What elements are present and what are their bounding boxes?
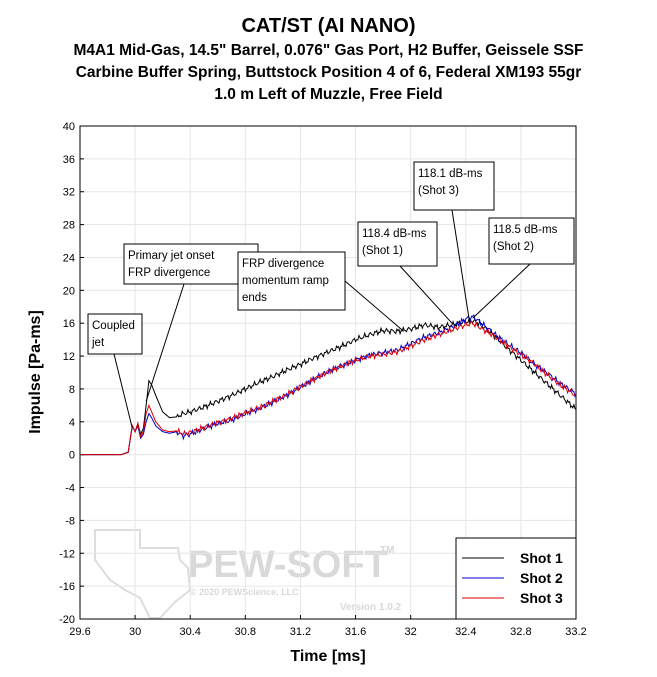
x-axis-title: Time [ms]: [290, 648, 365, 665]
annotation-text-coupled: Coupled: [92, 320, 135, 332]
legend-label-shot-2: Shot 2: [520, 570, 563, 586]
y-tick-label: 32: [63, 187, 75, 199]
annotation-text-primary: Primary jet onset: [128, 250, 215, 262]
y-tick-label: -4: [65, 483, 75, 495]
annotation-text-s2: 118.5 dB-ms: [493, 224, 558, 236]
x-tick-label: 30: [129, 626, 141, 638]
y-tick-label: 0: [69, 450, 75, 462]
x-tick-label: 29.6: [69, 626, 90, 638]
annotation-box-coupled: [87, 313, 143, 355]
chart-subtitle-line-3: 1.0 m Left of Muzzle, Free Field: [214, 86, 442, 103]
x-tick-label: 33.2: [565, 626, 586, 638]
annotation-text-frp: ends: [242, 292, 267, 304]
chart-subtitle-line-1: M4A1 Mid-Gas, 14.5" Barrel, 0.076" Gas P…: [73, 42, 583, 59]
annotation-text-s1: 118.4 dB-ms: [362, 228, 427, 240]
y-tick-label: 36: [63, 154, 75, 166]
chart-title: CAT/ST (AI NANO): [241, 15, 415, 37]
annotation-text-s1: (Shot 1): [362, 245, 403, 257]
y-tick-label: 20: [63, 285, 75, 297]
x-tick-label: 32: [405, 626, 417, 638]
texas-outline-icon: [94, 529, 192, 619]
plot-border: [79, 125, 577, 620]
annotation-box-frp: [237, 251, 346, 311]
y-tick-label: -20: [59, 614, 75, 626]
y-tick-label: -12: [59, 548, 75, 560]
annotations: Coupled jet Primary jet onset FRP divergenc…: [87, 161, 575, 429]
annotation-box-s2: [488, 217, 575, 265]
y-tick-label: 16: [63, 318, 75, 330]
annotation-box-primary: [123, 243, 259, 285]
annotation-leader-coupled: [113, 353, 133, 429]
y-tick-label: 4: [69, 417, 75, 429]
axis-ticks: 29.6 30 30.4 30.8 31.2 31.6 32 32.4 32.8 33.2 -20 -…: [59, 121, 587, 638]
watermark: PEW-SOFT TM © 2020 PEWScience, LLC Versi…: [94, 529, 402, 619]
legend: Shot 1 Shot 2 Shot 3: [455, 537, 577, 620]
y-tick-label: 8: [69, 384, 75, 396]
y-tick-label: 28: [63, 220, 75, 232]
chart-subtitle-line-2: Carbine Buffer Spring, Buttstock Positio…: [76, 64, 582, 81]
annotation-leader-s1: [399, 265, 453, 324]
y-tick-label: 24: [63, 252, 75, 264]
y-tick-label: 40: [63, 121, 75, 133]
x-tick-label: 31.2: [290, 626, 311, 638]
annotation-leader-frp: [344, 280, 405, 332]
watermark-copyright: © 2020 PEWScience, LLC: [190, 587, 299, 597]
y-axis-title: Impulse [Pa-ms]: [27, 310, 44, 434]
x-tick-label: 30.4: [180, 626, 201, 638]
x-tick-label: 32.8: [510, 626, 531, 638]
y-tick-label: -16: [59, 581, 75, 593]
x-tick-label: 31.6: [345, 626, 366, 638]
annotation-text-s2: (Shot 2): [493, 241, 534, 253]
annotation-text-coupled: jet: [91, 337, 105, 349]
watermark-tm: TM: [380, 545, 394, 556]
annotation-box-s1: [357, 221, 438, 267]
annotation-leader-s2: [472, 263, 531, 319]
annotation-text-primary: FRP divergence: [128, 267, 210, 279]
y-tick-label: -8: [65, 515, 75, 527]
data-series: [80, 314, 577, 456]
annotation-leader-s3: [451, 209, 471, 325]
watermark-version: Version 1.0.2: [340, 602, 402, 613]
watermark-brand: PEW-SOFT: [188, 544, 388, 586]
y-tick-label: 12: [63, 351, 75, 363]
x-tick-label: 30.8: [235, 626, 256, 638]
legend-label-shot-3: Shot 3: [520, 590, 563, 606]
annotation-text-s3: 118.1 dB-ms: [418, 168, 483, 180]
series-line-shot-1: [80, 316, 577, 456]
annotation-text-frp: FRP divergence: [242, 258, 324, 270]
annotation-text-frp: momentum ramp: [242, 275, 329, 287]
x-tick-label: 32.4: [455, 626, 476, 638]
annotation-text-s3: (Shot 3): [418, 185, 459, 197]
legend-label-shot-1: Shot 1: [520, 550, 563, 566]
annotation-leader-primary: [145, 283, 185, 402]
series-line-shot-3: [80, 320, 577, 456]
annotation-box-s3: [413, 161, 495, 211]
